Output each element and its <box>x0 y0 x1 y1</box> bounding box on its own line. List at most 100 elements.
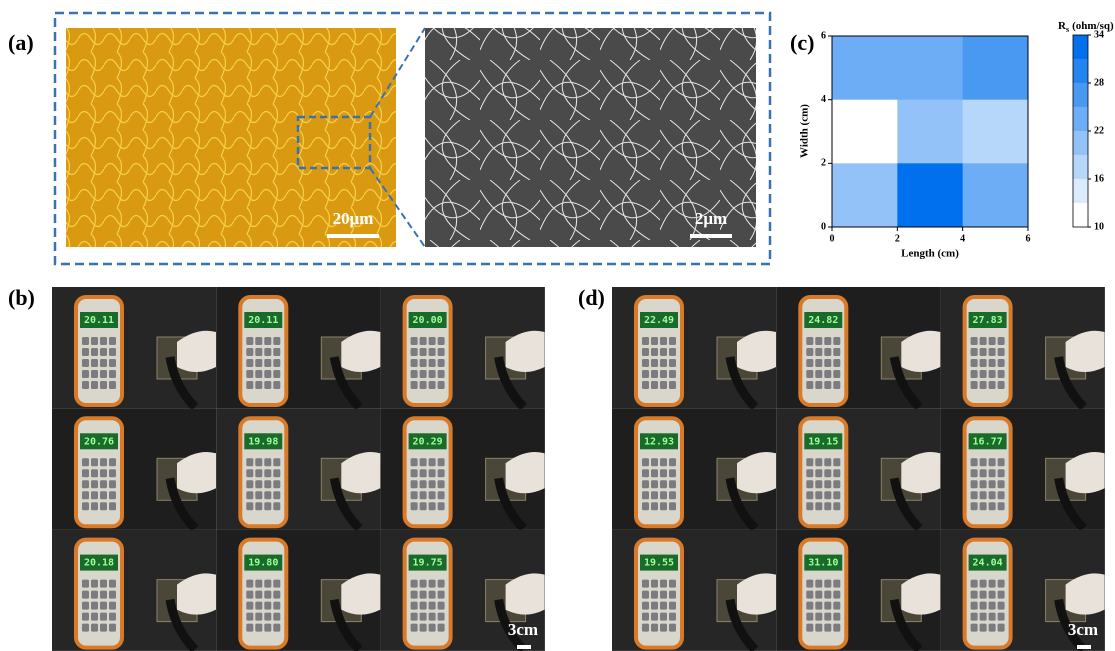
meter-key <box>264 348 271 356</box>
meter-key <box>246 580 253 588</box>
meter-key <box>91 359 98 367</box>
meter-key <box>438 381 445 389</box>
figure: (a) 20μm 2μm (c) Length (cm) Width (cm) … <box>0 0 1115 651</box>
panel-label: (b) <box>8 285 35 310</box>
meter-reading: 19.75 <box>413 558 443 569</box>
meter-key <box>980 613 987 621</box>
meter-key <box>246 602 253 610</box>
meter-key <box>429 613 436 621</box>
heatmap-cell <box>897 163 963 227</box>
meter-key <box>91 469 98 477</box>
y-tick-label: 2 <box>821 158 826 169</box>
meter-key <box>815 370 822 378</box>
meter-key <box>660 337 667 345</box>
meter-key <box>980 491 987 499</box>
meter-key <box>660 613 667 621</box>
meter-key <box>824 613 831 621</box>
meter-key <box>109 491 116 499</box>
colorbar-band <box>1073 203 1088 227</box>
meter-key <box>971 480 978 488</box>
meter-key <box>651 502 658 510</box>
meter-key <box>429 480 436 488</box>
meter-key <box>438 613 445 621</box>
meter-key <box>273 591 280 599</box>
meter-key <box>246 458 253 466</box>
meter-key <box>100 613 107 621</box>
meter-key <box>255 491 262 499</box>
meter-key <box>411 624 418 632</box>
meter-key <box>669 469 676 477</box>
meter-key <box>273 624 280 632</box>
colorbar-band <box>1073 83 1088 107</box>
meter-key <box>833 381 840 389</box>
meter-key <box>806 359 813 367</box>
meter-key <box>806 602 813 610</box>
meter-key <box>989 458 996 466</box>
meter-key <box>833 613 840 621</box>
meter-key <box>264 613 271 621</box>
y-tick-label: 4 <box>821 94 826 105</box>
meter-key <box>411 370 418 378</box>
meter-key <box>815 480 822 488</box>
meter-key <box>824 458 831 466</box>
meter-key <box>82 602 89 610</box>
meter-key <box>642 591 649 599</box>
meter-key <box>100 480 107 488</box>
meter-key <box>100 624 107 632</box>
x-tick-label: 6 <box>1026 233 1031 244</box>
meter-key <box>420 381 427 389</box>
meter-key <box>806 370 813 378</box>
meter-key <box>109 624 116 632</box>
scale-bar-label: 3cm <box>508 620 538 639</box>
meter-key <box>246 337 253 345</box>
meter-key <box>989 502 996 510</box>
meter-key <box>109 580 116 588</box>
meter-key <box>651 480 658 488</box>
meter-key <box>411 613 418 621</box>
meter-key <box>91 381 98 389</box>
meter-key <box>273 370 280 378</box>
meter-key <box>660 359 667 367</box>
meter-key <box>669 370 676 378</box>
meter-key <box>420 602 427 610</box>
meter-key <box>815 469 822 477</box>
meter-key <box>82 337 89 345</box>
meter-key <box>815 348 822 356</box>
meter-key <box>91 591 98 599</box>
meter-key <box>429 469 436 477</box>
meter-key <box>255 580 262 588</box>
heatmap-cell <box>963 163 1029 227</box>
meter-key <box>438 337 445 345</box>
meter-key <box>411 381 418 389</box>
meter-key <box>971 602 978 610</box>
meter-key <box>651 370 658 378</box>
meter-reading: 20.11 <box>248 315 278 326</box>
meter-key <box>669 480 676 488</box>
meter-key <box>255 348 262 356</box>
meter-key <box>980 591 987 599</box>
meter-key <box>100 381 107 389</box>
meter-key <box>429 591 436 599</box>
meter-key <box>91 370 98 378</box>
meter-key <box>660 458 667 466</box>
meter-key <box>100 469 107 477</box>
meter-key <box>833 458 840 466</box>
meter-key <box>91 348 98 356</box>
colorbar-band <box>1073 155 1088 179</box>
meter-key <box>660 469 667 477</box>
meter-key <box>411 458 418 466</box>
meter-key <box>651 469 658 477</box>
meter-key <box>989 348 996 356</box>
meter-key <box>82 348 89 356</box>
meter-key <box>246 370 253 378</box>
meter-key <box>264 502 271 510</box>
meter-key <box>438 359 445 367</box>
meter-key <box>989 370 996 378</box>
meter-key <box>998 469 1005 477</box>
meter-key <box>109 480 116 488</box>
meter-key <box>273 469 280 477</box>
meter-key <box>651 458 658 466</box>
scale-bar <box>517 645 531 649</box>
meter-key <box>255 458 262 466</box>
meter-key <box>824 480 831 488</box>
